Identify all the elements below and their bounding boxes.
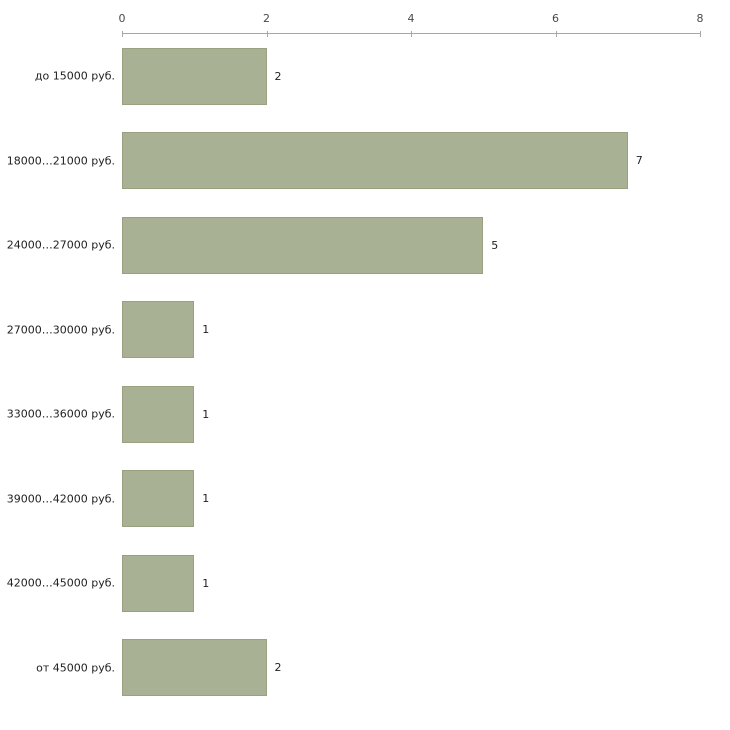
bar-rows: до 15000 руб. 2 18000…21000 руб. 7 24000… [7, 34, 700, 711]
category-label: 33000…36000 руб. [6, 407, 115, 421]
x-axis-tick-label: 0 [118, 12, 126, 25]
category-label: 24000…27000 руб. [6, 238, 115, 252]
plot-area: 0 2 4 6 8 до 15000 руб. 2 18000…21000 руб. 7… [7, 12, 704, 711]
x-axis-tick [122, 31, 123, 37]
value-label: 5 [491, 238, 499, 252]
value-label: 1 [202, 576, 210, 590]
x-axis-tick [411, 31, 412, 37]
bar-row: до 15000 руб. 2 [35, 34, 700, 119]
x-axis-tick-label: 6 [552, 12, 559, 25]
category-label: до 15000 руб. [34, 69, 115, 83]
bar-row: 42000…45000 руб. 1 [7, 541, 700, 626]
x-axis-tick [700, 31, 701, 37]
category-label: 18000…21000 руб. [6, 154, 115, 168]
bar-row: от 45000 руб. 2 [36, 626, 700, 711]
bar-row: 39000…42000 руб. 1 [7, 457, 700, 542]
category-label: 27000…30000 руб. [6, 323, 115, 337]
value-label: 1 [202, 407, 210, 421]
bar-row: 24000…27000 руб. 5 [7, 203, 700, 288]
category-label: от 45000 руб. [36, 661, 115, 675]
bar-row: 18000…21000 руб. 7 [7, 119, 700, 204]
bar [122, 301, 195, 359]
value-label: 7 [635, 154, 643, 168]
bar [122, 216, 484, 274]
category-label: 39000…42000 руб. [6, 492, 115, 506]
bar [122, 385, 195, 443]
bar [122, 470, 195, 528]
value-label: 2 [274, 661, 282, 675]
bar-row: 33000…36000 руб. 1 [7, 372, 700, 457]
bar [122, 47, 267, 105]
x-axis-tick-label: 4 [407, 12, 415, 25]
x-axis-tick [555, 31, 557, 37]
x-axis-tick-label: 8 [696, 12, 704, 25]
bar [122, 639, 267, 697]
x-axis-tick-label: 2 [263, 12, 270, 25]
category-label: 42000…45000 руб. [6, 576, 115, 590]
bar [122, 132, 628, 190]
bar-row: 27000…30000 руб. 1 [7, 288, 700, 373]
bar [122, 554, 195, 612]
value-label: 1 [202, 492, 210, 506]
value-label: 2 [274, 69, 282, 83]
x-axis-tick [266, 31, 268, 37]
value-label: 1 [202, 323, 210, 337]
